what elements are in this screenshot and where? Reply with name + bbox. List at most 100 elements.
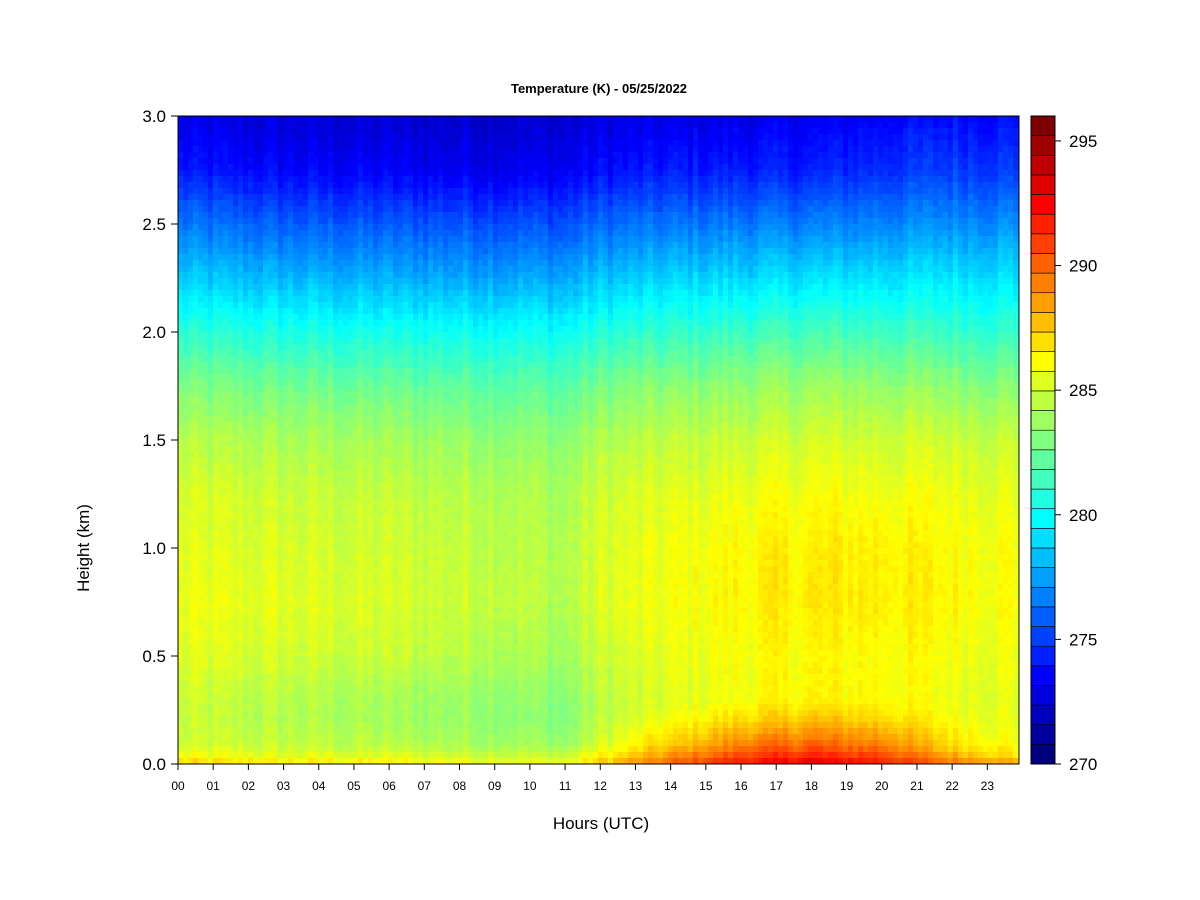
heatmap-cell	[318, 314, 324, 321]
heatmap-cell	[288, 152, 294, 159]
heatmap-cell	[208, 632, 214, 639]
heatmap-cell	[223, 470, 229, 477]
heatmap-cell	[213, 608, 219, 615]
heatmap-cell	[303, 290, 309, 297]
heatmap-cell	[218, 644, 224, 651]
heatmap-cell	[268, 308, 274, 315]
heatmap-cell	[188, 374, 194, 381]
heatmap-cell	[253, 398, 259, 405]
heatmap-cell	[193, 728, 199, 735]
heatmap-cell	[203, 554, 209, 561]
heatmap-cell	[343, 374, 349, 381]
heatmap-cell	[293, 314, 299, 321]
heatmap-cell	[258, 386, 264, 393]
heatmap-cell	[268, 242, 274, 249]
heatmap-cell	[273, 506, 279, 513]
heatmap-cell	[298, 254, 304, 261]
heatmap-cell	[388, 344, 394, 351]
heatmap-cell	[283, 734, 289, 741]
heatmap-cell	[193, 656, 199, 663]
heatmap-cell	[223, 404, 229, 411]
heatmap-cell	[253, 638, 259, 645]
heatmap-cell	[248, 242, 254, 249]
heatmap-cell	[258, 662, 264, 669]
heatmap-cell	[328, 740, 334, 747]
heatmap-cell	[248, 500, 254, 507]
heatmap-cell	[288, 368, 294, 375]
heatmap-cell	[233, 728, 239, 735]
heatmap-cell	[363, 704, 369, 711]
heatmap-cell	[298, 572, 304, 579]
heatmap-cell	[398, 182, 404, 189]
heatmap-cell	[408, 206, 414, 213]
heatmap-cell	[303, 164, 309, 171]
heatmap-cell	[318, 512, 324, 519]
heatmap-cell	[273, 320, 279, 327]
heatmap-cell	[298, 224, 304, 231]
heatmap-cell	[248, 680, 254, 687]
heatmap-cell	[338, 656, 344, 663]
heatmap-cell	[393, 704, 399, 711]
heatmap-cell	[288, 254, 294, 261]
heatmap-cell	[278, 236, 284, 243]
heatmap-cell	[303, 242, 309, 249]
heatmap-cell	[303, 338, 309, 345]
heatmap-cell	[288, 374, 294, 381]
heatmap-cell	[333, 344, 339, 351]
heatmap-cell	[188, 740, 194, 747]
heatmap-cell	[238, 626, 244, 633]
heatmap-cell	[343, 230, 349, 237]
heatmap-cell	[263, 146, 269, 153]
heatmap-cell	[318, 656, 324, 663]
heatmap-cell	[373, 704, 379, 711]
heatmap-cell	[218, 626, 224, 633]
heatmap-cell	[248, 536, 254, 543]
heatmap-cell	[398, 656, 404, 663]
heatmap-cell	[328, 728, 334, 735]
heatmap-cell	[248, 122, 254, 129]
heatmap-cell	[343, 440, 349, 447]
heatmap-cell	[348, 668, 354, 675]
heatmap-cell	[363, 158, 369, 165]
heatmap-cell	[248, 386, 254, 393]
heatmap-cell	[368, 452, 374, 459]
heatmap-cell	[373, 134, 379, 141]
heatmap-cell	[313, 122, 319, 129]
heatmap-cell	[288, 224, 294, 231]
heatmap-cell	[288, 206, 294, 213]
heatmap-cell	[328, 578, 334, 585]
heatmap-cell	[203, 734, 209, 741]
heatmap-cell	[383, 674, 389, 681]
heatmap-cell	[248, 434, 254, 441]
heatmap-cell	[388, 128, 394, 135]
heatmap-cell	[358, 686, 364, 693]
heatmap-cell	[323, 548, 329, 555]
heatmap-cell	[378, 230, 384, 237]
heatmap-cell	[248, 620, 254, 627]
heatmap-cell	[208, 146, 214, 153]
heatmap-cell	[203, 458, 209, 465]
heatmap-cell	[223, 344, 229, 351]
heatmap-cell	[388, 578, 394, 585]
heatmap-cell	[403, 758, 409, 765]
heatmap-cell	[213, 668, 219, 675]
heatmap-cell	[393, 476, 399, 483]
heatmap-cell	[208, 236, 214, 243]
heatmap-cell	[298, 542, 304, 549]
heatmap-cell	[238, 374, 244, 381]
heatmap-cell	[183, 392, 189, 399]
heatmap-cell	[318, 404, 324, 411]
heatmap-cell	[278, 344, 284, 351]
heatmap-cell	[213, 212, 219, 219]
heatmap-cell	[308, 398, 314, 405]
heatmap-cell	[248, 200, 254, 207]
heatmap-cell	[253, 752, 259, 759]
heatmap-cell	[353, 698, 359, 705]
heatmap-cell	[193, 338, 199, 345]
heatmap-cell	[368, 410, 374, 417]
heatmap-cell	[328, 170, 334, 177]
heatmap-cell	[188, 716, 194, 723]
heatmap-cell	[358, 164, 364, 171]
heatmap-cell	[178, 548, 184, 555]
heatmap-cell	[278, 302, 284, 309]
